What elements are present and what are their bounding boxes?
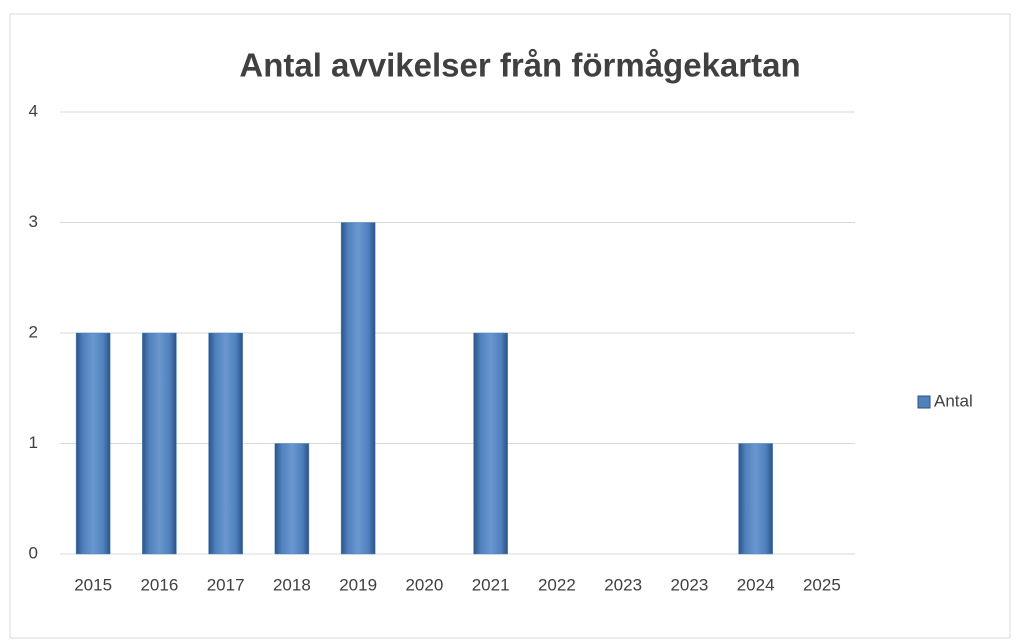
y-tick-label: 4	[29, 101, 38, 120]
x-tick-label: 2023	[670, 575, 708, 594]
legend-label: Antal	[934, 391, 973, 410]
x-tick-label: 2023	[604, 575, 642, 594]
x-tick-label: 2019	[339, 575, 377, 594]
x-tick-label: 2022	[538, 575, 576, 594]
bar	[142, 332, 177, 555]
bar	[340, 222, 376, 555]
bar	[274, 443, 310, 555]
bar	[473, 332, 508, 555]
x-tick-label: 2017	[207, 575, 245, 594]
y-tick-label: 1	[29, 433, 38, 452]
y-tick-label: 2	[29, 322, 38, 341]
x-tick-label: 2018	[273, 575, 311, 594]
x-tick-label: 2020	[405, 575, 443, 594]
legend-swatch	[917, 395, 931, 409]
x-tick-label: 2025	[803, 575, 841, 594]
x-tick-label: 2024	[737, 575, 775, 594]
x-tick-label: 2021	[472, 575, 510, 594]
chart-border	[9, 13, 1011, 639]
bar	[75, 332, 111, 555]
y-tick-label: 3	[29, 212, 38, 231]
bar	[738, 443, 773, 555]
y-tick-label: 0	[29, 543, 38, 562]
x-tick-label: 2015	[74, 575, 112, 594]
x-tick-label: 2016	[140, 575, 178, 594]
bar	[208, 332, 243, 555]
chart-title: Antal avvikelser från förmågekartan	[239, 47, 800, 84]
